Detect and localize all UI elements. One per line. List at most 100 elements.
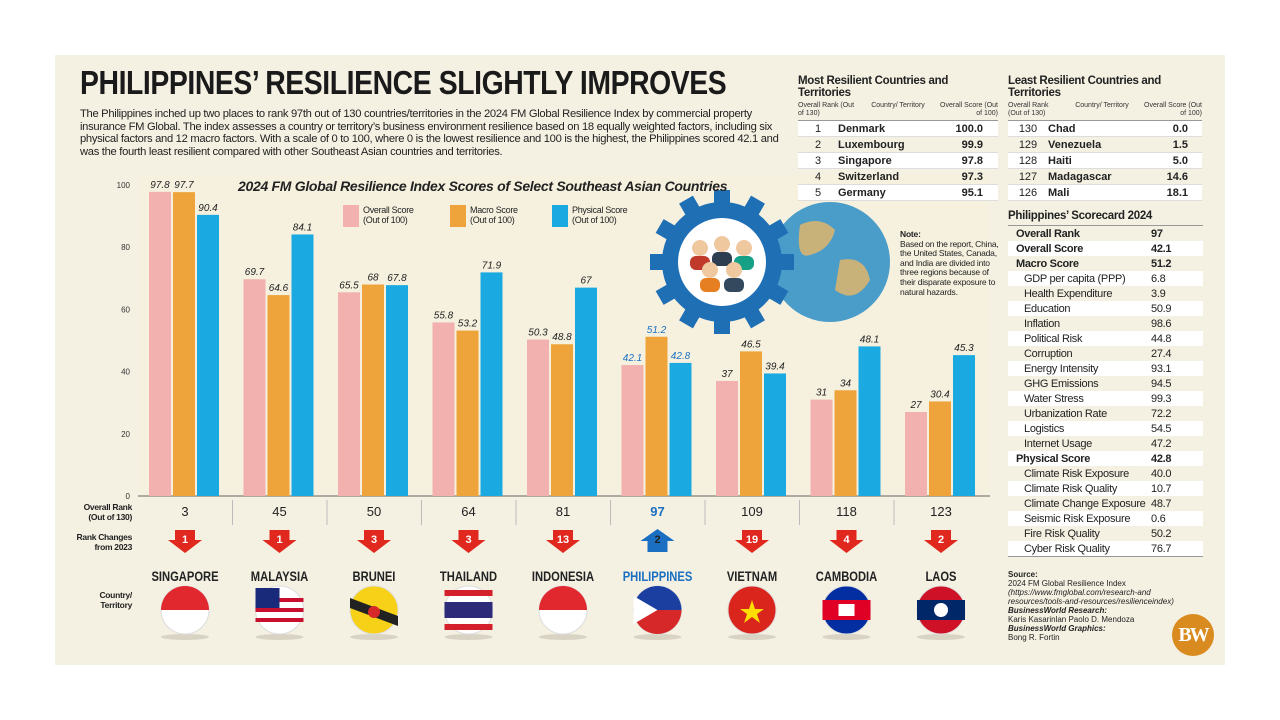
bar-macro — [362, 284, 384, 496]
data-label: 67 — [580, 276, 592, 287]
data-label: 50.3 — [528, 328, 548, 339]
scorecard: Philippines’ Scorecard 2024 Overall Rank 9… — [1008, 210, 1203, 557]
flag-stripe — [161, 586, 209, 610]
flag-shadow — [728, 634, 776, 640]
metric-value: 42.1 — [1151, 242, 1172, 255]
bar-overall — [149, 191, 171, 497]
note: Note: Based on the report, China, the Uni… — [900, 229, 1000, 297]
bar-overall — [432, 322, 455, 496]
country-cell: Chad — [1048, 122, 1076, 135]
most-resilient-table: Most Resilient Countries and Territories… — [798, 75, 998, 201]
metric-label: Education — [1024, 302, 1071, 315]
rank-cell: 129 — [1018, 138, 1038, 151]
scorecard-row: Water Stress 99.3 — [1008, 391, 1203, 406]
graphics-credit: Bong R. Fortin — [1008, 633, 1060, 642]
metric-label: Energy Intensity — [1024, 362, 1099, 375]
col-header: Overall Rank (Out of 130) — [1008, 102, 1049, 117]
table-title: Most Resilient Countries and Territories — [798, 75, 949, 99]
score-cell: 97.8 — [961, 154, 983, 167]
data-label: 42.8 — [671, 351, 691, 362]
arrow-up-icon — [640, 529, 675, 552]
overall-rank-label: Overall Rank (Out of 130) — [83, 502, 133, 522]
scorecard-row: Climate Risk Exposure 40.0 — [1008, 466, 1203, 481]
metric-label: Seismic Risk Exposure — [1024, 512, 1131, 525]
research-credit: Karis Kasarinlan Paolo D. Mendoza — [1008, 615, 1135, 624]
rank-change: 13 — [557, 534, 569, 546]
metric-label: GDP per capita (PPP) — [1024, 272, 1126, 285]
flag-stripe — [444, 602, 493, 618]
scorecard-row: Climate Risk Quality 10.7 — [1008, 481, 1203, 496]
metric-value: 48.7 — [1151, 497, 1172, 510]
bar-overall — [905, 412, 927, 496]
metric-label: Overall Rank — [1016, 227, 1080, 240]
gear-tooth — [714, 190, 730, 206]
rank-change: 3 — [465, 534, 471, 546]
bar-overall — [810, 399, 833, 496]
metric-label: Climate Risk Quality — [1024, 482, 1118, 495]
data-label: 55.8 — [434, 310, 454, 321]
chart-title: 2024 FM Global Resilience Index Scores o… — [238, 178, 728, 194]
metric-label: Climate Change Exposure — [1024, 497, 1146, 510]
rank-change: 2 — [938, 534, 944, 546]
score-cell: 0.0 — [1172, 122, 1188, 135]
scorecard-row: GDP per capita (PPP) 6.8 — [1008, 271, 1203, 286]
flag-stripe — [444, 590, 493, 596]
scorecard-row: GHG Emissions 94.5 — [1008, 376, 1203, 391]
data-label: 37 — [721, 369, 733, 380]
flag-circle — [934, 603, 948, 617]
data-label: 71.9 — [482, 260, 502, 271]
scorecard-row: Internet Usage 47.2 — [1008, 436, 1203, 451]
table-row: 2 Luxembourg 99.9 — [798, 137, 998, 153]
data-label: 34 — [840, 378, 852, 389]
metric-label: Internet Usage — [1024, 437, 1092, 450]
y-tick-label: 80 — [121, 243, 130, 252]
col-header: Overall Score (Out of 100) — [1144, 102, 1202, 117]
metric-label: Logistics — [1024, 422, 1065, 435]
country-cell: Denmark — [838, 122, 886, 135]
data-label: 97.7 — [174, 180, 194, 191]
overall-rank: 81 — [556, 504, 570, 519]
bar-macro — [267, 295, 290, 496]
bar-physical — [575, 287, 597, 496]
scorecard-row: Fire Risk Quality 50.2 — [1008, 526, 1203, 541]
bar-overall — [243, 279, 266, 496]
data-label: 68 — [367, 273, 379, 284]
bar-macro — [929, 401, 951, 496]
y-tick-label: 100 — [117, 181, 131, 190]
bar-overall — [338, 292, 360, 496]
bar-overall — [716, 380, 738, 496]
arrow-down-icon — [451, 530, 486, 553]
data-label: 30.4 — [930, 389, 950, 400]
legend-label: Macro Score — [470, 205, 518, 215]
source-label: Source: — [1008, 570, 1038, 579]
arrow-down-icon — [168, 530, 202, 553]
rank-cell: 126 — [1018, 186, 1038, 199]
overall-rank: 118 — [836, 504, 857, 519]
data-label: 84.1 — [293, 222, 312, 233]
y-tick-label: 60 — [121, 305, 130, 314]
person-icon — [702, 262, 718, 278]
metric-label: GHG Emissions — [1024, 377, 1099, 390]
metric-value: 94.5 — [1151, 377, 1172, 390]
scorecard-row: Physical Score 42.8 — [1008, 451, 1203, 466]
scorecard-title: Philippines’ Scorecard 2024 — [1008, 210, 1153, 222]
flag-stripe — [255, 608, 304, 612]
rank-cell: 128 — [1018, 154, 1038, 167]
flag-temple — [838, 604, 855, 616]
person-icon — [714, 236, 730, 252]
flag-emblem — [368, 606, 380, 618]
gear-tooth — [650, 254, 666, 270]
data-label: 51.2 — [647, 325, 667, 336]
legend-sub: (Out of 100) — [572, 215, 617, 225]
legend-overall: Overall Score (Out of 100) — [343, 205, 414, 227]
flag-shadow — [255, 634, 304, 640]
note-text: Based on the report, China, the United S… — [900, 238, 999, 297]
score-cell: 100.0 — [955, 122, 983, 135]
data-label: 90.4 — [198, 203, 218, 214]
y-tick-label: 0 — [126, 492, 131, 501]
rank-cell: 127 — [1018, 170, 1038, 183]
gear-tooth — [778, 254, 794, 270]
bar-macro — [551, 344, 573, 496]
source-name: 2024 FM Global Resilience Index — [1008, 579, 1126, 588]
col-header: Country/ Territory — [1075, 102, 1129, 109]
